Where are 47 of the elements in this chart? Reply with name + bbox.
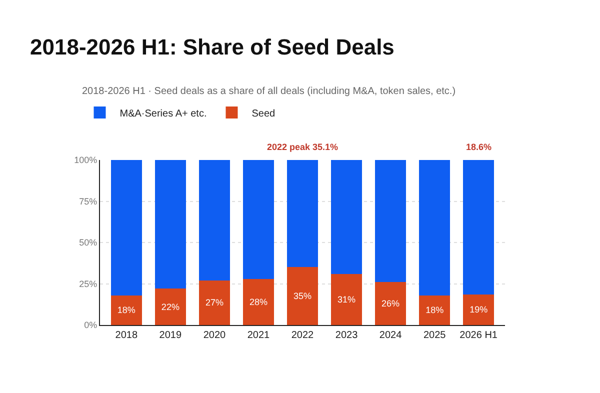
x-tick-label: 2026 H1 bbox=[460, 330, 498, 341]
y-tick-label: 0% bbox=[84, 320, 98, 330]
y-tick-label: 100% bbox=[74, 155, 98, 166]
bar bbox=[111, 295, 142, 325]
x-tick-label: 2018 bbox=[115, 330, 138, 341]
y-tick-label: 50% bbox=[79, 238, 98, 248]
bar bbox=[287, 160, 318, 268]
data-label: 18% bbox=[426, 305, 444, 316]
legend-label: Seed bbox=[252, 108, 276, 120]
bar bbox=[287, 267, 318, 325]
y-tick-label: 25% bbox=[79, 278, 98, 289]
data-label: 22% bbox=[161, 302, 180, 312]
x-tick-label: 2025 bbox=[423, 330, 446, 341]
y-tick-label: 75% bbox=[79, 196, 98, 206]
data-label: 19% bbox=[470, 304, 488, 315]
x-tick-label: 2023 bbox=[335, 330, 358, 341]
bar bbox=[199, 280, 230, 325]
chart-title: 2018-2026 H1: Share of Seed Deals bbox=[30, 34, 394, 60]
bar bbox=[419, 295, 450, 325]
bar bbox=[375, 160, 406, 282]
data-label: 35% bbox=[293, 291, 312, 302]
data-label: 18% bbox=[117, 305, 136, 316]
bar bbox=[463, 160, 494, 294]
data-label: 26% bbox=[382, 298, 400, 309]
annotation: 18.6% bbox=[466, 142, 492, 152]
bar bbox=[199, 160, 230, 280]
bar bbox=[243, 278, 274, 325]
bar bbox=[111, 160, 142, 296]
bar bbox=[243, 160, 274, 279]
x-tick-label: 2021 bbox=[247, 330, 270, 341]
x-tick-label: 2019 bbox=[159, 330, 182, 341]
bar bbox=[419, 160, 450, 296]
annotation: 2022 peak 35.1% bbox=[267, 142, 338, 152]
bar bbox=[155, 288, 186, 325]
x-tick-label: 2020 bbox=[203, 330, 226, 341]
bar bbox=[463, 294, 494, 325]
data-label: 31% bbox=[338, 294, 356, 304]
data-label: 28% bbox=[249, 296, 268, 307]
legend-label: M&A·Series A+ etc. bbox=[120, 108, 207, 120]
data-label: 27% bbox=[205, 298, 224, 308]
x-tick-label: 2022 bbox=[291, 330, 314, 341]
bar bbox=[331, 274, 362, 325]
chart-subtitle: 2018-2026 H1 · Seed deals as a share of all deals (including M&A, token sales, etc.) bbox=[82, 86, 456, 97]
bar bbox=[155, 160, 186, 289]
bar bbox=[375, 282, 406, 325]
x-tick-label: 2024 bbox=[379, 330, 402, 341]
bar bbox=[331, 160, 362, 274]
